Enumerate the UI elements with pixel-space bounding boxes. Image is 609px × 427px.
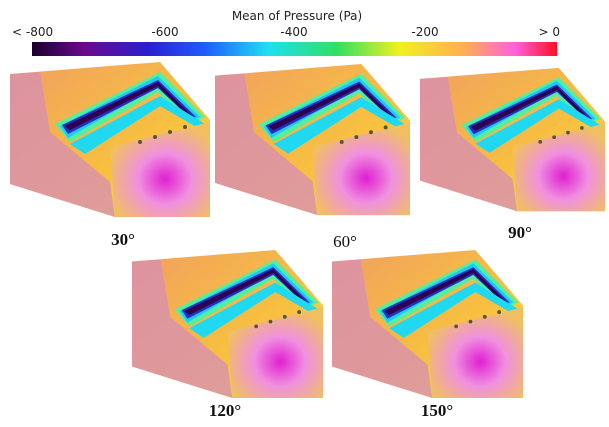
simulation-image [215,64,410,215]
colorbar-tick: -200 [411,25,438,39]
figure: Mean of Pressure (Pa) < -800 -600 -400 -… [0,0,609,427]
panel-label: 30° [111,230,135,249]
colorbar-tick: < -800 [12,25,53,39]
colorbar-tick: -600 [151,25,178,39]
panel-label: 150° [421,401,453,420]
panel-label: 60° [333,232,357,251]
colorbar-tick: -400 [280,25,307,39]
colorbar-tick: > 0 [538,25,560,39]
panel-label: 90° [508,223,532,242]
simulation-image [132,250,323,398]
simulation-image [332,250,523,398]
colorbar [32,42,557,56]
panel-label: 120° [209,401,241,420]
simulation-image [10,62,210,217]
simulation-image [420,68,605,211]
colorbar-title: Mean of Pressure (Pa) [232,9,362,23]
